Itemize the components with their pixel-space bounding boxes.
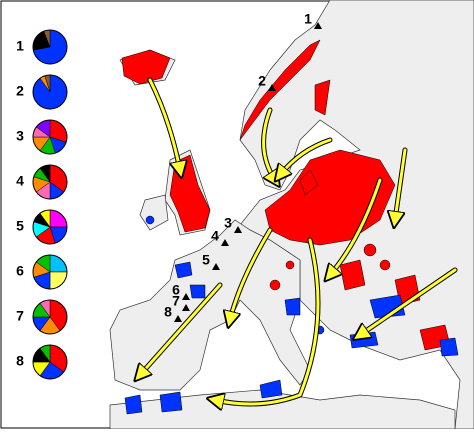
- pie-outline: [32, 209, 68, 245]
- site-marker: [174, 315, 182, 322]
- pie-label: 5: [16, 218, 24, 234]
- site-label: 2: [258, 73, 266, 89]
- pie-label: 6: [16, 263, 24, 279]
- pie-outline: [32, 299, 68, 335]
- pie-legend: 1 2 3 4 5 6 7 8: [16, 29, 68, 380]
- pie-outline: [32, 254, 68, 290]
- pie-label: 1: [16, 38, 24, 54]
- site-marker: [314, 22, 322, 29]
- site-label: 8: [164, 304, 172, 320]
- site-label: 3: [224, 215, 232, 231]
- pie-label: 4: [16, 173, 24, 189]
- site-label: 7: [172, 293, 180, 309]
- pie-label: 8: [16, 353, 24, 369]
- site-marker: [234, 226, 242, 233]
- pie-outline: [32, 74, 68, 110]
- pie-label: 3: [16, 128, 24, 144]
- site-label: 6: [172, 282, 180, 298]
- site-marker: [182, 293, 190, 300]
- pie-outline: [32, 164, 68, 200]
- site-marker: [221, 239, 229, 246]
- pie-outline: [32, 29, 68, 65]
- pie-outline: [32, 119, 68, 155]
- site-marker: [182, 304, 190, 311]
- pie-outline: [32, 344, 68, 380]
- site-marker: [212, 263, 220, 270]
- site-marker: [268, 84, 276, 91]
- pie-label: 2: [16, 83, 24, 99]
- site-label: 1: [304, 11, 312, 27]
- pie-label: 7: [16, 308, 24, 324]
- blue-areas: [124, 215, 459, 415]
- migration-arrows: [140, 77, 458, 404]
- site-label: 4: [211, 228, 219, 244]
- site-label: 5: [202, 252, 210, 268]
